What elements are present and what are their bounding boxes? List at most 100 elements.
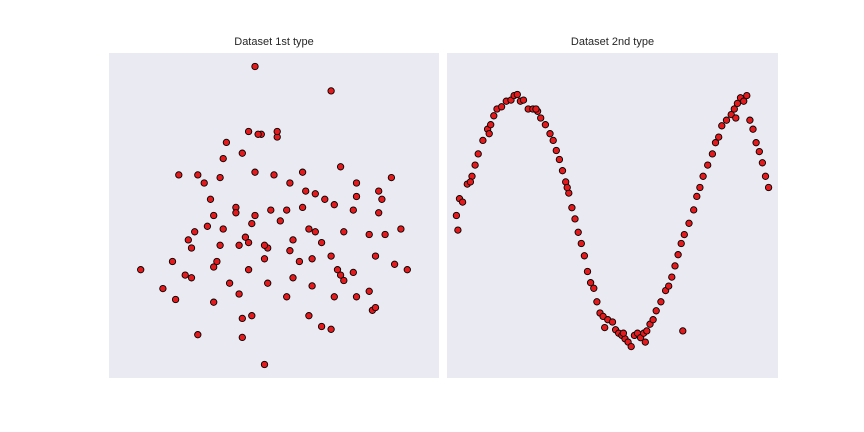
data-point: [397, 225, 405, 233]
data-point: [471, 161, 479, 169]
data-point: [552, 146, 560, 155]
data-point: [749, 125, 757, 133]
data-point: [213, 257, 221, 266]
chart-title: Dataset 2nd type: [570, 36, 655, 48]
data-point: [336, 163, 345, 171]
data-point: [452, 211, 461, 220]
data-point: [238, 333, 246, 342]
data-point: [251, 62, 259, 71]
data-point: [264, 279, 272, 287]
axes-background: [109, 53, 439, 378]
data-point: [191, 228, 199, 236]
data-point: [693, 192, 701, 201]
data-point: [260, 241, 269, 249]
plot-area-2: [447, 53, 778, 378]
data-point: [665, 282, 673, 290]
data-point: [206, 195, 215, 203]
data-point: [685, 219, 693, 227]
data-point: [403, 266, 411, 274]
data-point: [216, 241, 224, 249]
data-point: [601, 323, 609, 332]
data-point: [273, 127, 281, 136]
data-point: [289, 236, 297, 244]
data-point: [740, 97, 748, 105]
data-point: [308, 255, 316, 263]
data-point: [537, 114, 545, 122]
data-point: [181, 271, 189, 279]
data-point: [649, 316, 657, 324]
data-point: [668, 273, 676, 281]
data-point: [254, 130, 262, 138]
data-point: [168, 257, 177, 266]
data-point: [674, 251, 682, 259]
data-point: [608, 318, 617, 326]
data-point: [680, 230, 688, 239]
data-point: [571, 215, 579, 223]
data-point: [336, 271, 345, 279]
data-point: [690, 206, 698, 214]
data-point: [219, 154, 227, 163]
data-point: [497, 103, 506, 111]
data-point: [159, 284, 167, 293]
data-point: [733, 99, 742, 108]
data-point: [232, 209, 240, 217]
data-point: [260, 255, 269, 263]
data-point: [298, 168, 307, 176]
data-point: [194, 171, 202, 179]
chart-title: Dataset 1st type: [234, 36, 314, 48]
data-point: [187, 244, 196, 252]
data-point: [317, 322, 326, 331]
data-point: [283, 293, 291, 301]
data-point: [764, 183, 773, 192]
data-point: [244, 127, 253, 136]
data-point: [758, 159, 767, 167]
data-point: [711, 139, 720, 147]
data-point: [458, 198, 467, 206]
data-point: [586, 279, 595, 287]
data-point: [761, 172, 770, 180]
data-point: [619, 329, 628, 337]
data-point: [381, 230, 389, 239]
data-point: [238, 314, 246, 323]
data-point: [722, 116, 731, 124]
data-point: [490, 112, 498, 120]
data-point: [519, 96, 528, 104]
data-point: [641, 338, 649, 346]
data-point: [295, 257, 304, 266]
data-point: [216, 173, 224, 182]
data-point: [715, 133, 723, 141]
data-point: [289, 274, 297, 282]
data-point: [305, 312, 313, 320]
data-point: [704, 161, 712, 169]
data-point: [671, 262, 679, 270]
data-point: [308, 282, 316, 290]
data-point: [200, 179, 208, 187]
data-point: [187, 274, 196, 282]
data-point: [568, 204, 576, 212]
data-point: [175, 171, 183, 179]
data-point: [558, 167, 567, 175]
data-point: [311, 228, 319, 236]
data-point: [352, 293, 361, 301]
data-point: [541, 121, 550, 129]
data-point: [743, 91, 751, 100]
data-point: [546, 130, 554, 138]
data-point: [276, 217, 284, 225]
data-point: [677, 239, 685, 248]
data-point: [349, 268, 357, 277]
data-point: [286, 247, 294, 255]
data-point: [627, 342, 635, 351]
data-point: [657, 298, 665, 306]
data-point: [549, 136, 557, 145]
data-point: [454, 226, 462, 234]
data-point: [235, 241, 243, 249]
data-point: [708, 150, 717, 158]
data-point: [210, 298, 218, 306]
data-point: [375, 187, 383, 195]
data-point: [696, 183, 704, 192]
data-point: [305, 225, 313, 233]
data-point: [222, 138, 231, 147]
data-point: [302, 187, 310, 195]
data-point: [244, 266, 253, 274]
